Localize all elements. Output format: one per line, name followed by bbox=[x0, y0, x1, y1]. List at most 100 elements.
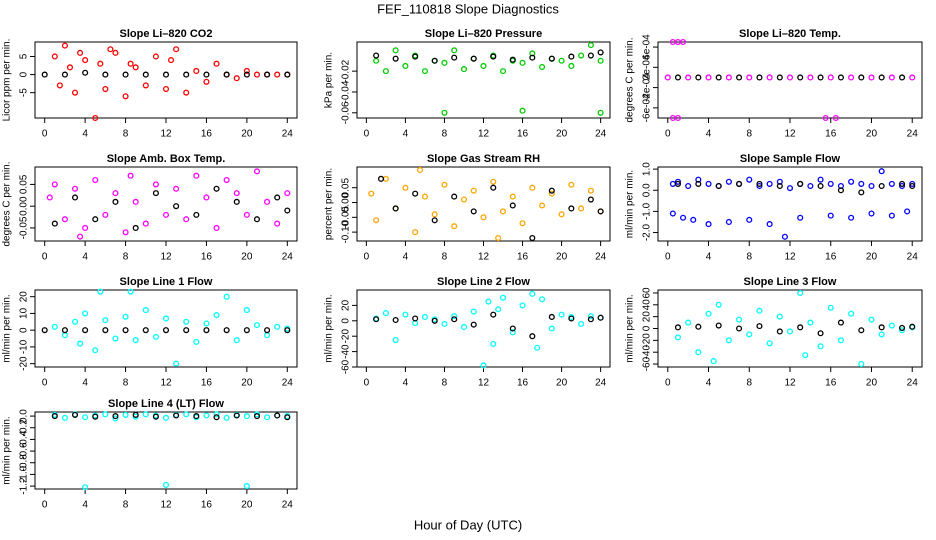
point bbox=[578, 205, 585, 212]
panel-title: Slope Line 3 Flow bbox=[744, 276, 837, 288]
point bbox=[736, 74, 743, 81]
x-tick-label: 8 bbox=[123, 129, 129, 140]
point bbox=[495, 234, 502, 242]
point bbox=[756, 74, 763, 81]
point bbox=[578, 320, 585, 327]
point bbox=[92, 413, 99, 420]
point bbox=[888, 180, 895, 187]
point bbox=[51, 220, 58, 227]
point bbox=[412, 190, 419, 197]
x-tick-label: 8 bbox=[442, 129, 448, 140]
y-tick-label: -2e-04 bbox=[642, 73, 653, 102]
point bbox=[909, 182, 916, 190]
x-tick-label: 8 bbox=[442, 252, 448, 263]
point bbox=[102, 211, 109, 218]
point bbox=[451, 313, 458, 320]
point bbox=[71, 194, 79, 201]
point bbox=[132, 64, 139, 71]
point bbox=[817, 176, 824, 183]
point bbox=[807, 74, 814, 81]
y-tick-label: 0.00 bbox=[19, 196, 30, 216]
point bbox=[822, 114, 829, 122]
y-tick-label: 0.0 bbox=[642, 183, 653, 197]
point bbox=[92, 216, 99, 223]
y-tick-label: 2e-04 bbox=[642, 54, 653, 80]
x-tick-label: 12 bbox=[784, 129, 796, 140]
point bbox=[848, 74, 855, 81]
x-tick-label: 0 bbox=[42, 129, 48, 140]
point bbox=[102, 327, 109, 334]
point bbox=[837, 187, 844, 194]
point bbox=[710, 358, 717, 365]
point bbox=[725, 337, 732, 344]
point bbox=[878, 182, 885, 190]
point bbox=[392, 55, 399, 62]
point bbox=[597, 208, 604, 215]
point bbox=[669, 180, 676, 187]
point bbox=[213, 312, 220, 319]
point bbox=[490, 178, 497, 185]
point bbox=[674, 334, 682, 341]
point bbox=[142, 411, 149, 418]
point bbox=[92, 114, 99, 122]
point bbox=[193, 211, 200, 218]
x-tick-label: 12 bbox=[160, 129, 172, 140]
point bbox=[888, 322, 895, 329]
point bbox=[451, 54, 458, 61]
y-tick-label: -40 bbox=[642, 345, 653, 360]
point bbox=[82, 224, 89, 231]
point bbox=[597, 49, 604, 56]
point bbox=[441, 181, 448, 188]
x-tick-label: 24 bbox=[282, 500, 294, 511]
point bbox=[71, 318, 79, 325]
point bbox=[82, 57, 89, 64]
x-tick-label: 8 bbox=[123, 252, 129, 263]
point bbox=[373, 316, 380, 323]
point bbox=[746, 74, 753, 81]
point bbox=[97, 288, 104, 295]
point bbox=[674, 114, 682, 122]
point bbox=[382, 175, 389, 182]
point bbox=[162, 85, 170, 93]
point bbox=[756, 182, 763, 190]
x-tick-label: 4 bbox=[82, 500, 88, 511]
point bbox=[233, 75, 240, 82]
point bbox=[203, 78, 210, 85]
plot-frame bbox=[356, 166, 611, 242]
point bbox=[786, 74, 794, 81]
plot-frame bbox=[356, 289, 611, 368]
point bbox=[152, 413, 159, 420]
x-tick-label: 20 bbox=[556, 378, 568, 389]
point bbox=[112, 415, 119, 422]
point bbox=[597, 57, 604, 64]
y-tick-label: 20 bbox=[642, 311, 653, 323]
point bbox=[402, 62, 409, 69]
point bbox=[766, 74, 773, 81]
point bbox=[725, 178, 732, 185]
point bbox=[183, 89, 190, 96]
point bbox=[127, 60, 134, 67]
point bbox=[152, 53, 159, 60]
x-tick-label: 16 bbox=[201, 378, 213, 389]
point bbox=[132, 337, 139, 344]
point bbox=[233, 190, 240, 197]
point bbox=[373, 217, 380, 224]
point bbox=[460, 66, 468, 73]
point bbox=[112, 198, 119, 205]
point bbox=[797, 324, 804, 331]
point bbox=[233, 337, 240, 344]
x-tick-label: 20 bbox=[241, 129, 253, 140]
point bbox=[827, 74, 834, 81]
point bbox=[695, 74, 702, 81]
point bbox=[421, 193, 428, 200]
point bbox=[776, 313, 783, 320]
x-tick-label: 20 bbox=[556, 252, 568, 263]
y-tick-label: 40 bbox=[642, 299, 653, 311]
point bbox=[61, 216, 68, 223]
point bbox=[243, 71, 250, 78]
point bbox=[162, 414, 170, 421]
point bbox=[56, 82, 63, 89]
x-tick-label: 4 bbox=[403, 378, 409, 389]
y-tick-label: -0.6 bbox=[19, 442, 30, 460]
point bbox=[274, 71, 281, 78]
